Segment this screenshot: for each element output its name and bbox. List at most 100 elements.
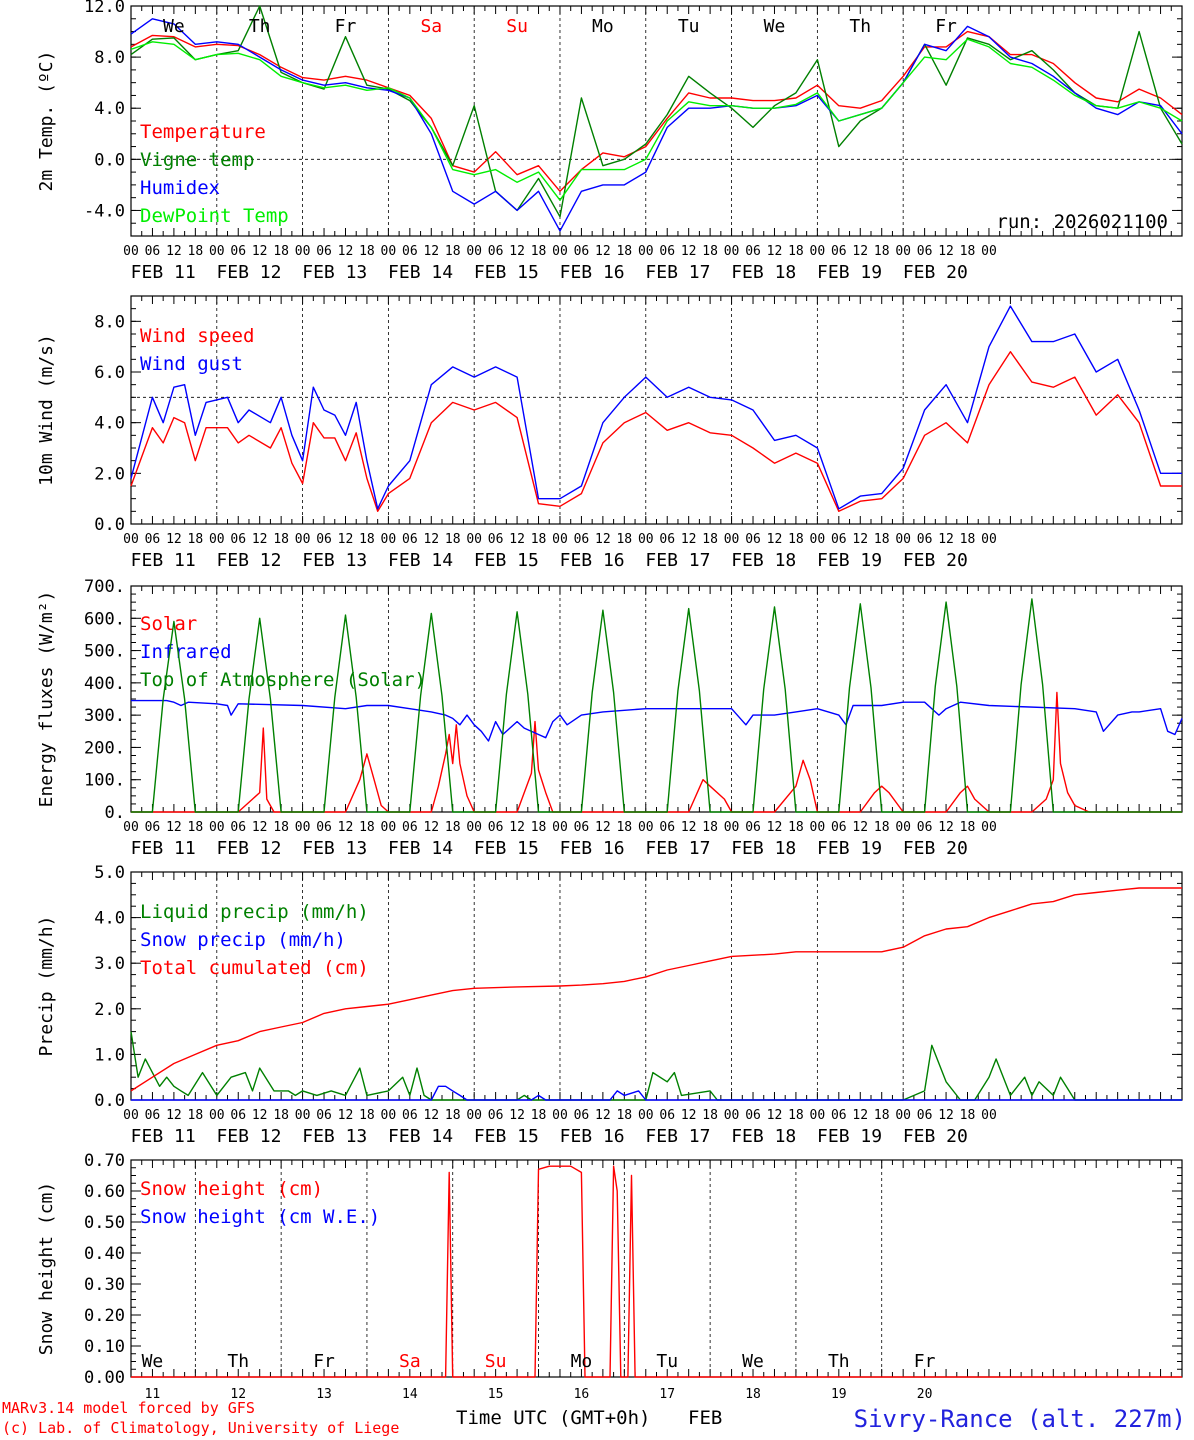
hour-tick-label: 12 [852, 1108, 868, 1123]
hour-tick-label: 00 [552, 532, 568, 547]
hour-tick-label: 12 [252, 244, 268, 259]
date-label: FEB 19 [817, 550, 882, 571]
y-axis-label: Energy fluxes (W/m²) [36, 591, 57, 808]
hour-tick-label: 06 [230, 532, 246, 547]
hour-tick-label: 12 [252, 532, 268, 547]
panel-wind: 0.0 2.0 4.0 6.0 8.0 10m Wind (m/s) Wind speed W… [36, 295, 1183, 571]
legend-entry: Top of Atmosphere (Solar) [140, 669, 426, 691]
hour-tick-label: 18 [702, 532, 718, 547]
day-name-label: We [764, 16, 786, 37]
legend-entry: Wind gust [140, 353, 243, 375]
y-tick-label: 0.70 [84, 1151, 125, 1171]
date-label: FEB 16 [560, 838, 625, 859]
series-line-vigne-temp [130, 5, 1183, 218]
date-label: FEB 14 [388, 1126, 453, 1147]
hour-tick-label: 18 [616, 1108, 632, 1123]
day-name-label: Tu [656, 1351, 678, 1372]
hour-tick-label: 18 [359, 820, 375, 835]
date-label: FEB 11 [131, 1126, 196, 1147]
y-tick-label: 3.0 [94, 954, 125, 974]
date-label: FEB 12 [216, 262, 281, 283]
y-tick-label: 200. [84, 738, 125, 758]
hour-tick-label: 18 [445, 532, 461, 547]
date-label: FEB 12 [216, 1126, 281, 1147]
y-tick-label: 4.0 [94, 909, 125, 929]
hour-tick-label: 18 [188, 532, 204, 547]
x-axis-month: FEB [688, 1407, 722, 1429]
hour-tick-label: 06 [745, 532, 761, 547]
hour-tick-label: 12 [767, 532, 783, 547]
hour-tick-label: 06 [659, 1108, 675, 1123]
y-tick-label: 12.0 [84, 0, 125, 17]
hour-tick-label: 00 [466, 1108, 482, 1123]
y-tick-label: 1.0 [94, 1045, 125, 1065]
date-label: FEB 20 [903, 838, 968, 859]
day-name-label: Sa [399, 1351, 421, 1372]
legend-entry: Snow height (cm W.E.) [140, 1206, 380, 1228]
hour-tick-label: 12 [252, 1108, 268, 1123]
day-number-label: 11 [145, 1387, 161, 1402]
day-name-label: Su [506, 16, 528, 37]
hour-tick-label: 18 [273, 244, 289, 259]
hour-tick-label: 18 [188, 1108, 204, 1123]
day-name-label: Fr [935, 16, 957, 37]
hour-tick-label: 06 [402, 1108, 418, 1123]
panel-snow: 0.00 0.10 0.20 0.30 0.40 0.50 0.60 0.70 Snow hei… [36, 1151, 1183, 1388]
hour-tick-label: 00 [552, 820, 568, 835]
hour-tick-label: 18 [788, 532, 804, 547]
hour-tick-label: 00 [466, 244, 482, 259]
panel-frame [130, 585, 1183, 813]
hour-tick-label: 00 [810, 244, 826, 259]
date-label: FEB 13 [302, 1126, 367, 1147]
hour-tick-label: 06 [659, 820, 675, 835]
date-label: FEB 18 [731, 262, 796, 283]
station-label: Sivry-Rance (alt. 227m) [854, 1405, 1186, 1433]
hour-tick-label: 06 [145, 532, 161, 547]
hour-tick-label: 18 [960, 532, 976, 547]
hour-tick-label: 06 [316, 532, 332, 547]
y-tick-label: 0.50 [84, 1213, 125, 1233]
hour-tick-label: 00 [638, 820, 654, 835]
day-name-label: Th [849, 16, 871, 37]
hour-tick-label: 18 [273, 1108, 289, 1123]
date-label: FEB 19 [817, 838, 882, 859]
hour-tick-label: 12 [338, 244, 354, 259]
hour-tick-label: 12 [767, 820, 783, 835]
panel-temp: -4.0 0.0 4.0 8.0 12.0 2m Temp. (ºC) Temperatur… [36, 0, 1183, 283]
day-number-label: 13 [316, 1387, 332, 1402]
date-label: FEB 11 [131, 550, 196, 571]
series-line-snow-height-cm- [131, 1165, 1182, 1378]
panel-precip: 0.0 1.0 2.0 3.0 4.0 5.0 Precip (mm/h) Liquid pr… [36, 863, 1183, 1147]
hour-tick-label: 12 [938, 532, 954, 547]
hour-tick-label: 06 [145, 1108, 161, 1123]
y-tick-label: 0.0 [94, 515, 125, 535]
hour-tick-label: 18 [531, 1108, 547, 1123]
date-label: FEB 16 [560, 262, 625, 283]
hour-tick-label: 06 [488, 532, 504, 547]
y-tick-label: 8.0 [94, 312, 125, 332]
hour-tick-label: 06 [316, 1108, 332, 1123]
hour-tick-label: 00 [209, 532, 225, 547]
hour-tick-label: 00 [810, 1108, 826, 1123]
date-label: FEB 15 [474, 1126, 539, 1147]
hour-tick-label: 06 [659, 532, 675, 547]
day-name-label: Th [227, 1351, 249, 1372]
hour-tick-label: 06 [574, 532, 590, 547]
date-label: FEB 15 [474, 550, 539, 571]
date-label: FEB 14 [388, 262, 453, 283]
y-tick-label: 2.0 [94, 464, 125, 484]
y-tick-label: 600. [84, 609, 125, 629]
series-line-infrared [131, 699, 1183, 742]
hour-tick-label: 18 [531, 244, 547, 259]
hour-tick-label: 12 [852, 820, 868, 835]
y-tick-label: 0.0 [94, 1091, 125, 1111]
date-label: FEB 12 [216, 838, 281, 859]
run-label: run: 2026021100 [996, 211, 1168, 233]
date-label: FEB 16 [560, 1126, 625, 1147]
y-tick-label: 5.0 [94, 863, 125, 883]
hour-tick-label: 18 [616, 244, 632, 259]
day-name-label: Fr [335, 16, 357, 37]
hour-tick-label: 06 [402, 532, 418, 547]
hour-tick-label: 00 [895, 820, 911, 835]
y-tick-label: 500. [84, 642, 125, 662]
